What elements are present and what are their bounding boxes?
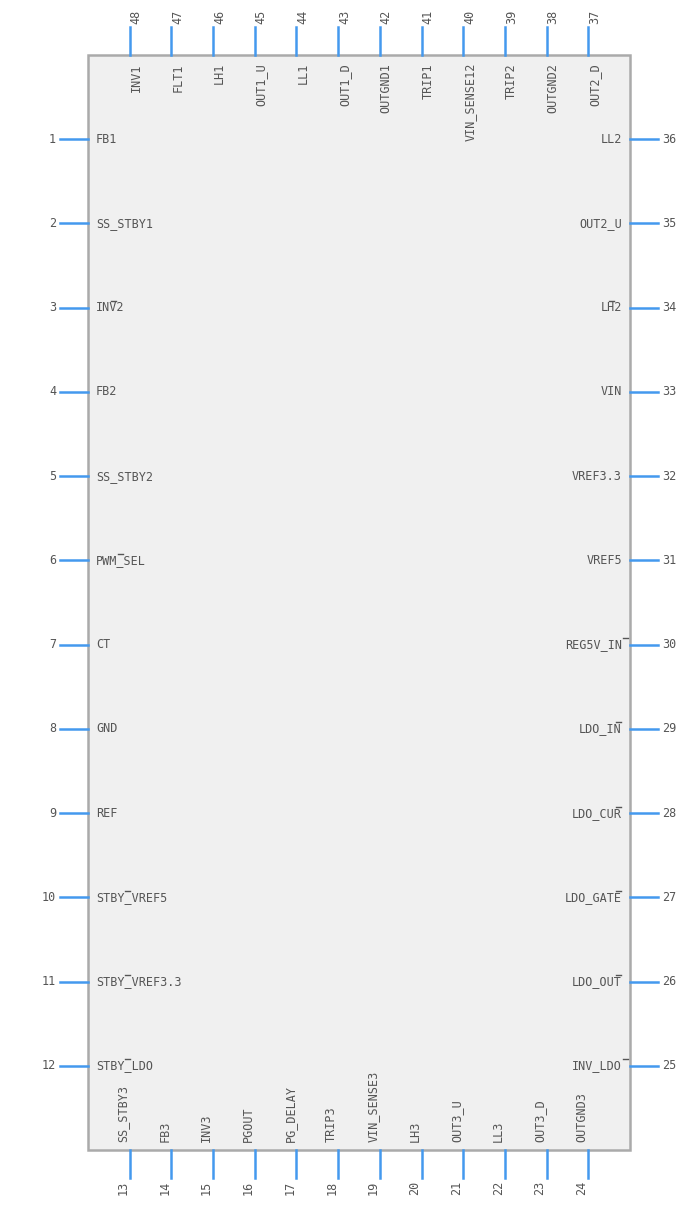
Text: REG5V_IN: REG5V_IN — [565, 638, 622, 651]
Text: VIN: VIN — [601, 385, 622, 399]
Text: PGOUT: PGOUT — [241, 1107, 255, 1142]
Text: STBY_LDO: STBY_LDO — [96, 1059, 153, 1073]
Text: 35: 35 — [662, 217, 676, 230]
Text: 34: 34 — [662, 301, 676, 314]
Text: 28: 28 — [662, 807, 676, 819]
Text: 18: 18 — [325, 1181, 338, 1195]
Text: FB3: FB3 — [158, 1121, 171, 1142]
Text: INV3: INV3 — [200, 1114, 213, 1142]
Text: GND: GND — [96, 722, 118, 736]
Text: 29: 29 — [662, 722, 676, 736]
Text: TRIP2: TRIP2 — [505, 63, 518, 99]
Text: 5: 5 — [49, 470, 56, 483]
Text: TRIP1: TRIP1 — [422, 63, 435, 99]
Text: 7: 7 — [49, 638, 56, 651]
Text: 12: 12 — [42, 1059, 56, 1073]
Text: 37: 37 — [588, 10, 601, 24]
Text: INV_LDO: INV_LDO — [572, 1059, 622, 1073]
Text: VREF3.3: VREF3.3 — [572, 470, 622, 483]
Text: 9: 9 — [49, 807, 56, 819]
Text: 42: 42 — [380, 10, 393, 24]
Text: VIN_SENSE3: VIN_SENSE3 — [367, 1070, 380, 1142]
Text: LL2: LL2 — [601, 133, 622, 146]
Text: OUT3_U: OUT3_U — [450, 1099, 463, 1142]
Text: 39: 39 — [505, 10, 518, 24]
Text: 47: 47 — [171, 10, 184, 24]
Text: LDO_GATE: LDO_GATE — [565, 890, 622, 904]
Text: REF: REF — [96, 807, 118, 819]
Text: OUT1_U: OUT1_U — [255, 63, 268, 106]
Text: 30: 30 — [662, 638, 676, 651]
Text: PG_DELAY: PG_DELAY — [283, 1085, 297, 1142]
Text: 19: 19 — [367, 1181, 380, 1195]
Text: 24: 24 — [575, 1181, 588, 1195]
Text: 22: 22 — [492, 1181, 505, 1195]
Text: 6: 6 — [49, 554, 56, 567]
Text: FB1: FB1 — [96, 133, 118, 146]
Text: 27: 27 — [662, 890, 676, 904]
Text: OUT2_U: OUT2_U — [579, 217, 622, 230]
Text: 4: 4 — [49, 385, 56, 399]
Text: OUT1_D: OUT1_D — [338, 63, 351, 106]
Text: 17: 17 — [283, 1181, 297, 1195]
Text: 38: 38 — [546, 10, 559, 24]
Text: STBY_VREF3.3: STBY_VREF3.3 — [96, 975, 182, 988]
Text: 23: 23 — [534, 1181, 546, 1195]
Text: LH3: LH3 — [409, 1121, 422, 1142]
Text: 15: 15 — [200, 1181, 213, 1195]
Text: LDO_OUT: LDO_OUT — [572, 975, 622, 988]
Text: OUTGND3: OUTGND3 — [575, 1092, 588, 1142]
Text: VREF5: VREF5 — [586, 554, 622, 567]
Text: LL1: LL1 — [297, 63, 310, 85]
Text: LL3: LL3 — [492, 1121, 505, 1142]
Text: 41: 41 — [422, 10, 435, 24]
Text: OUTGND2: OUTGND2 — [546, 63, 559, 112]
Text: 46: 46 — [213, 10, 226, 24]
Text: OUTGND1: OUTGND1 — [380, 63, 393, 112]
Text: INV2: INV2 — [96, 301, 125, 314]
Text: OUT3_D: OUT3_D — [534, 1099, 546, 1142]
Text: LDO_CUR: LDO_CUR — [572, 807, 622, 819]
Text: LH1: LH1 — [213, 63, 226, 85]
Text: 13: 13 — [117, 1181, 130, 1195]
Text: 20: 20 — [409, 1181, 422, 1195]
Text: 40: 40 — [463, 10, 476, 24]
Bar — [88, 56, 630, 1150]
Text: PWM_SEL: PWM_SEL — [96, 554, 146, 567]
Text: 16: 16 — [241, 1181, 255, 1195]
Text: TRIP3: TRIP3 — [325, 1107, 338, 1142]
Text: INV1: INV1 — [130, 63, 142, 92]
Text: VIN_SENSE12: VIN_SENSE12 — [463, 63, 476, 141]
Text: 3: 3 — [49, 301, 56, 314]
Text: 1: 1 — [49, 133, 56, 146]
Text: 11: 11 — [42, 975, 56, 988]
Text: LDO_IN: LDO_IN — [579, 722, 622, 736]
Text: 8: 8 — [49, 722, 56, 736]
Text: 14: 14 — [158, 1181, 171, 1195]
Text: 45: 45 — [255, 10, 268, 24]
Text: FLT1: FLT1 — [171, 63, 184, 92]
Text: LH2: LH2 — [601, 301, 622, 314]
Text: SS_STBY1: SS_STBY1 — [96, 217, 153, 230]
Text: STBY_VREF5: STBY_VREF5 — [96, 890, 167, 904]
Text: 33: 33 — [662, 385, 676, 399]
Text: 25: 25 — [662, 1059, 676, 1073]
Text: 21: 21 — [450, 1181, 463, 1195]
Text: 10: 10 — [42, 890, 56, 904]
Text: 48: 48 — [130, 10, 142, 24]
Text: 32: 32 — [662, 470, 676, 483]
Text: SS_STBY3: SS_STBY3 — [117, 1085, 130, 1142]
Text: SS_STBY2: SS_STBY2 — [96, 470, 153, 483]
Text: FB2: FB2 — [96, 385, 118, 399]
Text: 43: 43 — [338, 10, 351, 24]
Text: CT: CT — [96, 638, 110, 651]
Text: 44: 44 — [297, 10, 310, 24]
Text: 2: 2 — [49, 217, 56, 230]
Text: 26: 26 — [662, 975, 676, 988]
Text: 36: 36 — [662, 133, 676, 146]
Text: OUT2_D: OUT2_D — [588, 63, 601, 106]
Text: 31: 31 — [662, 554, 676, 567]
